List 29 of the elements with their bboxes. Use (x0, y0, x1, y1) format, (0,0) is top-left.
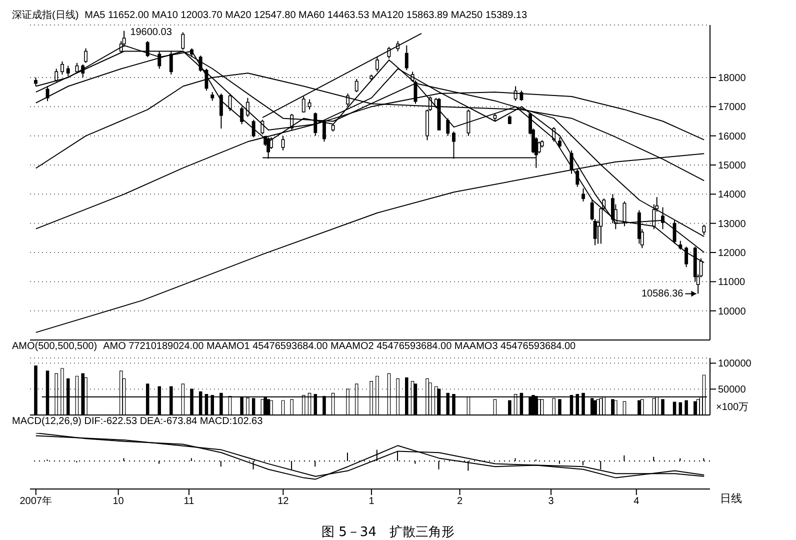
annotation: 19600.03 (130, 26, 172, 38)
y-tick-label: 12000 (718, 248, 746, 260)
y-tick-label: 50000 (718, 384, 746, 396)
x-tick-label: 11 (184, 496, 195, 508)
chart-title: MACD(12,26,9) DIF:-622.53 DEA:-673.84 MACD:102.63 (12, 416, 263, 427)
chart-subtitle: AMO 77210189024.00 MAAMO1 45476593684.00 MAAMO2 45476593684.00 MAAMO3 45476593684.00 (103, 341, 576, 352)
chart-title: AMO(500,500,500) (12, 341, 98, 352)
y-tick-label: 16000 (718, 131, 746, 142)
caption: 图 5－34 扩散三角形 (320, 524, 456, 540)
y-axis-title: ×100万 (715, 401, 750, 414)
y-tick-label: 100000 (718, 358, 752, 370)
y-tick-label: 15000 (718, 160, 746, 172)
x-tick-label: 10 (112, 496, 124, 508)
x-tick-label: 12 (278, 496, 290, 508)
x-tick-label: 2007年 (20, 495, 52, 508)
chart-title: 深证成指(日线) (12, 10, 79, 21)
y-tick-label: 14000 (718, 190, 746, 201)
chart-subtitle: MA5 11652.00 MA10 12003.70 MA20 12547.80 MA60 14463.53 MA120 15863.89 MA250 15389.13 (84, 10, 528, 21)
y-tick-label: 18000 (718, 73, 746, 84)
x-tick-label: 2 (457, 496, 463, 508)
x-tick-label: 4 (634, 496, 640, 508)
x-tick-label: 1 (368, 496, 375, 508)
y-tick-label: 17000 (718, 102, 746, 114)
x-tick-label: 3 (548, 496, 554, 508)
y-tick-label: 11000 (718, 277, 746, 288)
text: 日线 (720, 492, 742, 506)
y-tick-label: 13000 (718, 218, 746, 230)
y-tick-label: 10000 (718, 306, 746, 318)
annotation: 10586.36 (642, 288, 684, 300)
